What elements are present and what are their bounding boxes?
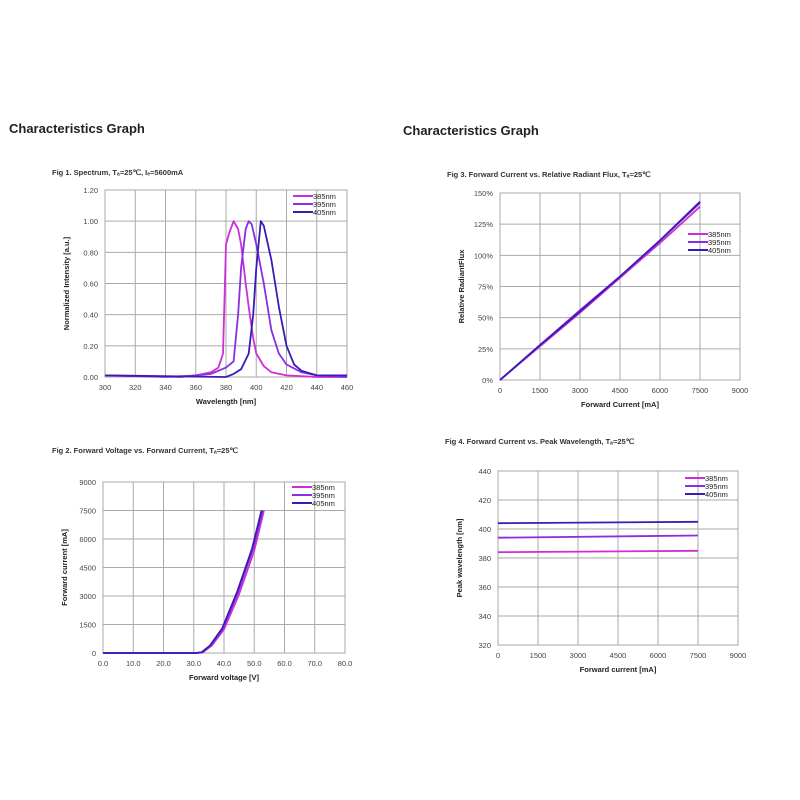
fig1-y-tick-label: 0.00 <box>83 373 98 382</box>
fig1-y-tick-label: 0.60 <box>83 280 98 289</box>
fig1-y-tick-label: 0.20 <box>83 342 98 351</box>
fig1-legend-label-395nm: 395nm <box>313 200 336 209</box>
fig4-x-axis-label: Forward current [mA] <box>580 665 657 674</box>
fig2-chart: 0.0 10.0 20.0 30.0 40.0 50.0 60.0 70.0 80.0 0 1500… <box>60 478 352 682</box>
fig2-y-tick-label: 3000 <box>79 592 96 601</box>
fig2-x-tick-label: 20.0 <box>156 659 171 668</box>
fig4-series-385nm <box>497 549 699 554</box>
fig4-y-tick-label: 380 <box>478 554 491 563</box>
fig2-x-axis-label: Forward voltage [V] <box>189 673 260 682</box>
fig4-y-tick-label: 420 <box>478 496 491 505</box>
fig1-x-tick-label: 320 <box>129 383 142 392</box>
fig4-y-tick-label: 360 <box>478 583 491 592</box>
fig3-y-tick-label: 0% <box>482 376 493 385</box>
fig4-x-tick-label: 9000 <box>730 651 747 660</box>
fig4-y-tick-label: 340 <box>478 612 491 621</box>
fig2-legend-label-405nm: 405nm <box>312 499 335 508</box>
fig4-y-axis-label: Peak wavelength [nm] <box>455 518 464 597</box>
fig1-x-tick-label: 400 <box>250 383 263 392</box>
fig1-legend-label-385nm: 385nm <box>313 192 336 201</box>
fig2-x-tick-label: 70.0 <box>307 659 322 668</box>
fig1-series-395nm <box>104 220 348 378</box>
fig3-x-tick-label: 6000 <box>652 386 669 395</box>
fig1-y-tick-label: 1.20 <box>83 186 98 195</box>
fig1-series-385nm <box>104 220 347 378</box>
fig4-x-tick-label: 0 <box>496 651 500 660</box>
fig3-legend-label-405nm: 405nm <box>708 246 731 255</box>
fig1-y-tick-label: 1.00 <box>83 217 98 226</box>
fig1-x-tick-label: 300 <box>99 383 112 392</box>
fig2-y-tick-label: 1500 <box>79 621 96 630</box>
fig3-title: Fig 3. Forward Current vs. Relative Radi… <box>447 170 651 179</box>
fig3-x-tick-label: 7500 <box>692 386 709 395</box>
fig1-x-tick-label: 360 <box>189 383 202 392</box>
heading-left: Characteristics Graph <box>9 121 145 136</box>
fig2-y-tick-label: 6000 <box>79 535 96 544</box>
fig2-x-tick-label: 60.0 <box>277 659 292 668</box>
fig3-y-tick-label: 50% <box>478 314 493 323</box>
fig3-y-tick-label: 125% <box>474 220 494 229</box>
fig1-y-tick-label: 0.40 <box>83 311 98 320</box>
fig2-y-axis-label: Forward current [mA] <box>60 529 69 606</box>
heading-right: Characteristics Graph <box>403 123 539 138</box>
fig2-x-tick-label: 40.0 <box>217 659 232 668</box>
fig4-x-tick-label: 4500 <box>610 651 627 660</box>
fig4-chart: 0 1500 3000 4500 6000 7500 9000 320 340 360 380 400… <box>455 467 746 674</box>
fig1-x-tick-label: 380 <box>220 383 233 392</box>
fig3-y-tick-label: 100% <box>474 251 494 260</box>
fig3-y-tick-label: 150% <box>474 189 494 198</box>
fig2-x-tick-label: 80.0 <box>338 659 353 668</box>
fig1-x-tick-label: 340 <box>159 383 172 392</box>
fig1-y-axis-label: Normalized Intensity [a.u.] <box>62 236 71 330</box>
fig3-chart: 0 1500 3000 4500 6000 7500 9000 0% 25% 50% 75% 100%… <box>457 189 748 409</box>
fig4-legend-label-395nm: 395nm <box>705 482 728 491</box>
fig1-x-tick-label: 440 <box>310 383 323 392</box>
fig2-y-tick-label: 4500 <box>79 564 96 573</box>
fig3-y-tick-label: 75% <box>478 283 493 292</box>
fig1-x-tick-label: 420 <box>280 383 293 392</box>
fig4-y-tick-label: 440 <box>478 467 491 476</box>
fig3-x-tick-label: 1500 <box>532 386 549 395</box>
fig4-legend-label-385nm: 385nm <box>705 474 728 483</box>
fig4-x-tick-label: 6000 <box>650 651 667 660</box>
fig2-legend-label-395nm: 395nm <box>312 491 335 500</box>
fig4-x-tick-label: 1500 <box>530 651 547 660</box>
fig3-x-tick-label: 9000 <box>732 386 749 395</box>
fig3-x-axis-label: Forward Current [mA] <box>581 400 659 409</box>
fig4-legend-label-405nm: 405nm <box>705 490 728 499</box>
fig1-title: Fig 1. Spectrum, Tₐ=25℃, Iₑ=5600mA <box>52 168 184 177</box>
fig1-series-405nm <box>104 220 347 378</box>
fig4-x-tick-label: 3000 <box>570 651 587 660</box>
fig2-title: Fig 2. Forward Voltage vs. Forward Curre… <box>52 446 238 455</box>
fig2-legend-label-385nm: 385nm <box>312 483 335 492</box>
fig3-y-tick-label: 25% <box>478 345 493 354</box>
fig2-series-405nm <box>103 510 263 654</box>
fig3-legend-label-395nm: 395nm <box>708 238 731 247</box>
fig3-x-tick-label: 3000 <box>572 386 589 395</box>
fig2-y-tick-label: 0 <box>92 649 96 658</box>
fig2-x-tick-label: 0.0 <box>98 659 108 668</box>
fig2-x-tick-label: 30.0 <box>186 659 201 668</box>
fig1-legend-label-405nm: 405nm <box>313 208 336 217</box>
fig2-y-tick-label: 7500 <box>79 507 96 516</box>
fig4-y-tick-label: 320 <box>478 641 491 650</box>
fig2-y-tick-label: 9000 <box>79 478 96 487</box>
fig4-series-405nm <box>497 520 699 525</box>
fig2-x-tick-label: 10.0 <box>126 659 141 668</box>
fig4-title: Fig 4. Forward Current vs. Peak Waveleng… <box>445 437 635 446</box>
fig3-series-405nm <box>499 201 701 381</box>
fig3-x-tick-label: 4500 <box>612 386 629 395</box>
fig3-x-tick-label: 0 <box>498 386 502 395</box>
fig4-series-395nm <box>497 534 699 539</box>
fig2-x-tick-label: 50.0 <box>247 659 262 668</box>
fig1-chart: 300 320 340 360 380 400 420 440 460 0.00 0.20 0.40 0… <box>62 186 353 406</box>
fig4-y-tick-label: 400 <box>478 525 491 534</box>
fig3-legend-label-385nm: 385nm <box>708 230 731 239</box>
fig4-x-tick-label: 7500 <box>690 651 707 660</box>
fig1-x-axis-label: Wavelength [nm] <box>196 397 257 406</box>
fig1-y-tick-label: 0.80 <box>83 248 98 257</box>
fig3-y-axis-label: Relative RadiantFlux <box>457 249 466 324</box>
fig1-x-tick-label: 460 <box>341 383 354 392</box>
